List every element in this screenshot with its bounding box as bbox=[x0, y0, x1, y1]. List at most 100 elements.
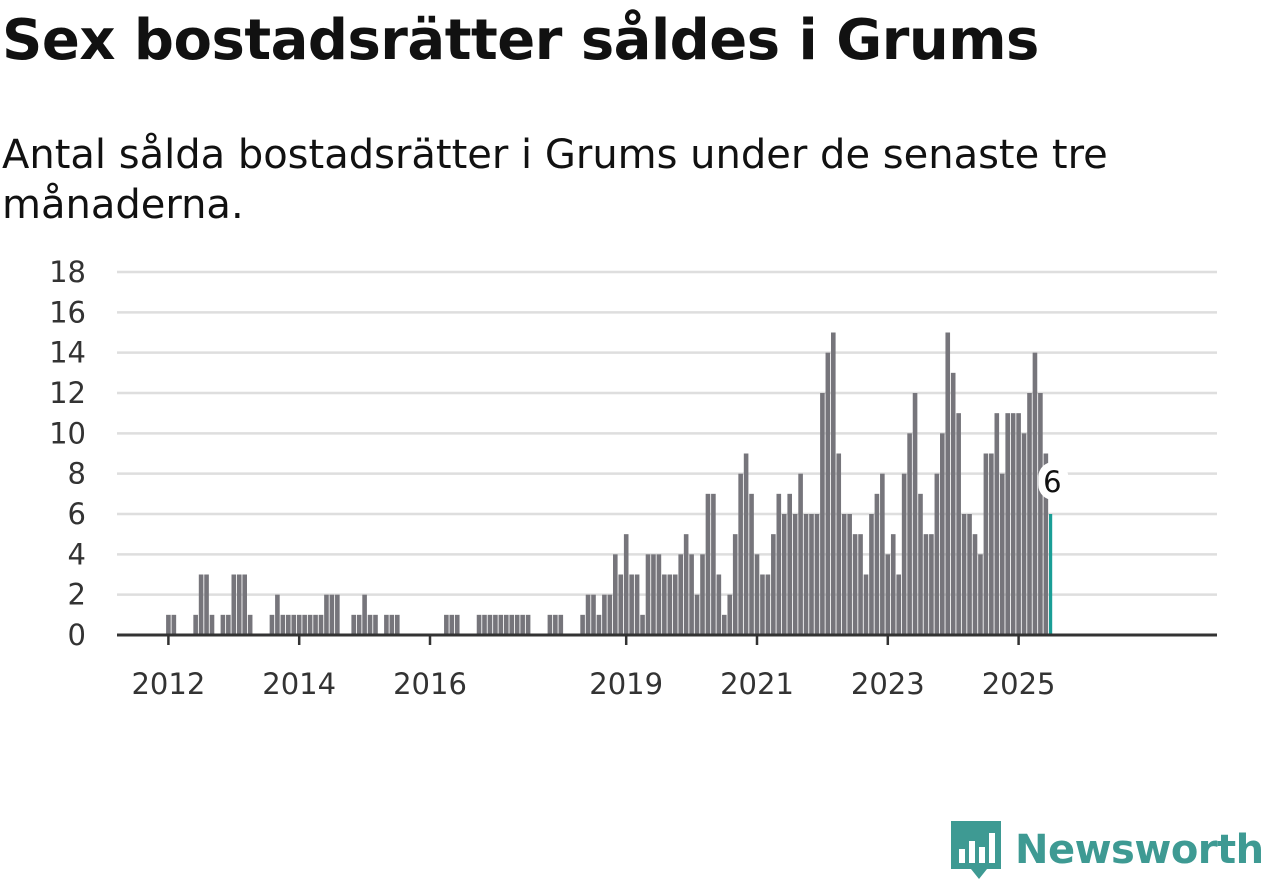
bar bbox=[307, 614, 313, 635]
bar bbox=[487, 614, 493, 635]
brand-name: Newsworthy bbox=[1015, 827, 1262, 873]
bar bbox=[1021, 433, 1027, 635]
y-tick-label: 18 bbox=[49, 255, 86, 289]
bar bbox=[662, 574, 667, 635]
bar bbox=[367, 614, 373, 635]
bar bbox=[591, 594, 596, 635]
bar bbox=[912, 393, 918, 635]
bar bbox=[787, 493, 792, 635]
bar bbox=[727, 594, 733, 635]
bar bbox=[640, 614, 645, 635]
bar bbox=[923, 534, 929, 635]
bar bbox=[329, 594, 335, 635]
bar bbox=[689, 554, 694, 635]
bar bbox=[596, 614, 602, 635]
bar bbox=[1027, 393, 1032, 635]
bar bbox=[869, 514, 874, 635]
bar bbox=[950, 372, 956, 635]
y-tick-label: 4 bbox=[68, 537, 86, 571]
x-tick-label: 2023 bbox=[851, 667, 925, 701]
y-tick-label: 0 bbox=[68, 618, 86, 652]
bar bbox=[999, 473, 1005, 635]
bar bbox=[683, 534, 689, 635]
bar bbox=[711, 493, 716, 635]
bars bbox=[166, 332, 1053, 635]
bar bbox=[166, 614, 171, 635]
callout-background bbox=[1038, 462, 1069, 500]
brand-logo[interactable]: Newsworthy bbox=[951, 820, 1262, 880]
bar bbox=[852, 534, 858, 635]
bar bbox=[847, 514, 852, 635]
x-axis: 2012 2014 2016 2019 2021 2023 2025 bbox=[117, 633, 1217, 701]
x-tick-label: 2025 bbox=[982, 667, 1056, 701]
bar bbox=[395, 614, 400, 635]
bar bbox=[623, 534, 629, 635]
bar bbox=[831, 332, 836, 635]
x-tick-label: 2014 bbox=[262, 667, 336, 701]
bar bbox=[809, 514, 814, 635]
bar bbox=[318, 614, 324, 635]
bar bbox=[504, 614, 509, 635]
bar bbox=[716, 574, 722, 635]
bar bbox=[324, 594, 329, 635]
bar bbox=[994, 413, 1000, 635]
bar bbox=[444, 614, 449, 635]
bar bbox=[236, 574, 242, 635]
newsworthy-logo-icon bbox=[951, 821, 1001, 879]
bar bbox=[967, 514, 972, 635]
last-value-label: 6 bbox=[1043, 465, 1061, 499]
bar bbox=[945, 332, 951, 635]
y-axis: 0 2 4 6 8 10 12 14 16 18 bbox=[49, 255, 86, 652]
y-tick-label: 10 bbox=[49, 416, 86, 450]
bar bbox=[553, 614, 558, 635]
bar bbox=[858, 534, 863, 635]
bar bbox=[585, 594, 591, 635]
bar bbox=[362, 594, 367, 635]
bar bbox=[220, 614, 226, 635]
bar bbox=[874, 493, 880, 635]
bar bbox=[700, 554, 705, 635]
bar bbox=[171, 614, 177, 635]
bar bbox=[820, 393, 825, 635]
bar bbox=[302, 614, 307, 635]
y-tick-label: 2 bbox=[68, 578, 86, 612]
bar bbox=[204, 574, 209, 635]
bar bbox=[901, 473, 907, 635]
bar bbox=[918, 493, 923, 635]
x-tick-label: 2021 bbox=[720, 667, 794, 701]
bar bbox=[890, 534, 896, 635]
bar bbox=[351, 614, 356, 635]
bar bbox=[749, 493, 754, 635]
bar bbox=[242, 574, 247, 635]
bar bbox=[836, 453, 842, 635]
bar bbox=[825, 352, 831, 635]
bar bbox=[356, 614, 362, 635]
bar bbox=[814, 514, 820, 635]
bar bbox=[634, 574, 640, 635]
page-subtitle: Antal sålda bostadsrätter i Grums under … bbox=[2, 132, 1108, 228]
bar bbox=[983, 453, 989, 635]
bar bbox=[863, 574, 869, 635]
bar bbox=[738, 473, 743, 635]
bar bbox=[296, 614, 302, 635]
bar bbox=[972, 534, 978, 635]
bar bbox=[1032, 352, 1038, 635]
bar bbox=[705, 493, 711, 635]
bar bbox=[198, 574, 204, 635]
bar bbox=[885, 554, 891, 635]
bar bbox=[765, 574, 771, 635]
bar bbox=[209, 614, 215, 635]
bar bbox=[880, 473, 885, 635]
bar bbox=[482, 614, 487, 635]
bar bbox=[231, 574, 237, 635]
bar bbox=[929, 534, 934, 635]
bar bbox=[792, 514, 798, 635]
bar bbox=[1016, 413, 1021, 635]
page-title: Sex bostadsrätter såldes i Grums bbox=[2, 8, 1039, 73]
x-tick-label: 2019 bbox=[589, 667, 663, 701]
bar bbox=[1043, 453, 1049, 635]
bar bbox=[841, 514, 847, 635]
bar bbox=[651, 554, 656, 635]
bar bbox=[335, 594, 340, 635]
